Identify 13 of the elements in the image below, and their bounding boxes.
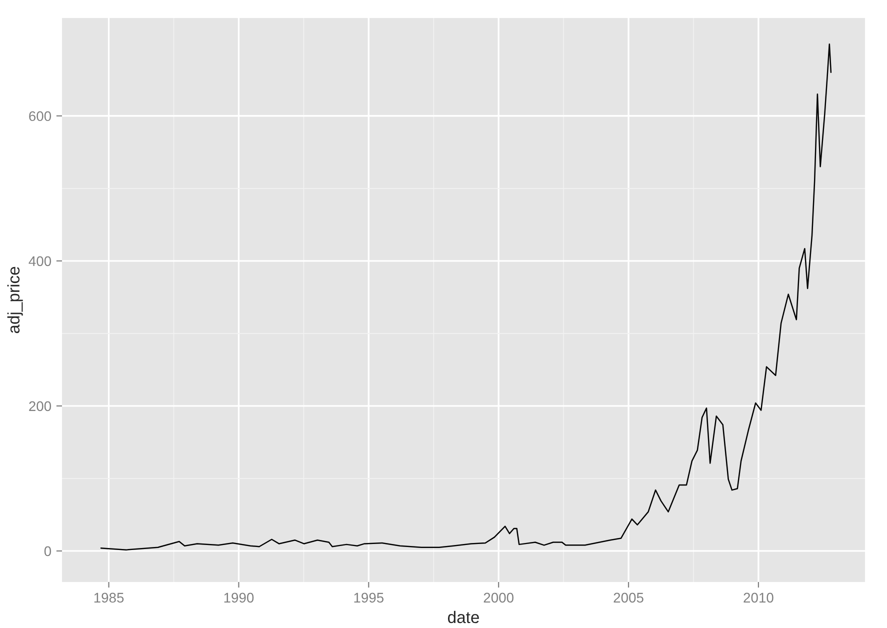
y-axis-title: adj_price bbox=[7, 266, 23, 334]
y-tick-label: 600 bbox=[29, 111, 52, 122]
x-tick-label: 2000 bbox=[484, 592, 514, 603]
x-tick-label: 1990 bbox=[224, 592, 254, 603]
line-series bbox=[100, 43, 832, 550]
x-tick-label: 2010 bbox=[744, 592, 774, 603]
x-tick-label: 1985 bbox=[94, 592, 124, 603]
y-tick-label: 0 bbox=[44, 546, 52, 556]
x-tick-label: 1995 bbox=[354, 592, 384, 603]
y-tick-label: 200 bbox=[29, 401, 52, 412]
y-tick-label: 400 bbox=[28, 256, 52, 266]
x-axis-title: date bbox=[448, 610, 479, 624]
x-tick-label: 2005 bbox=[614, 592, 644, 603]
